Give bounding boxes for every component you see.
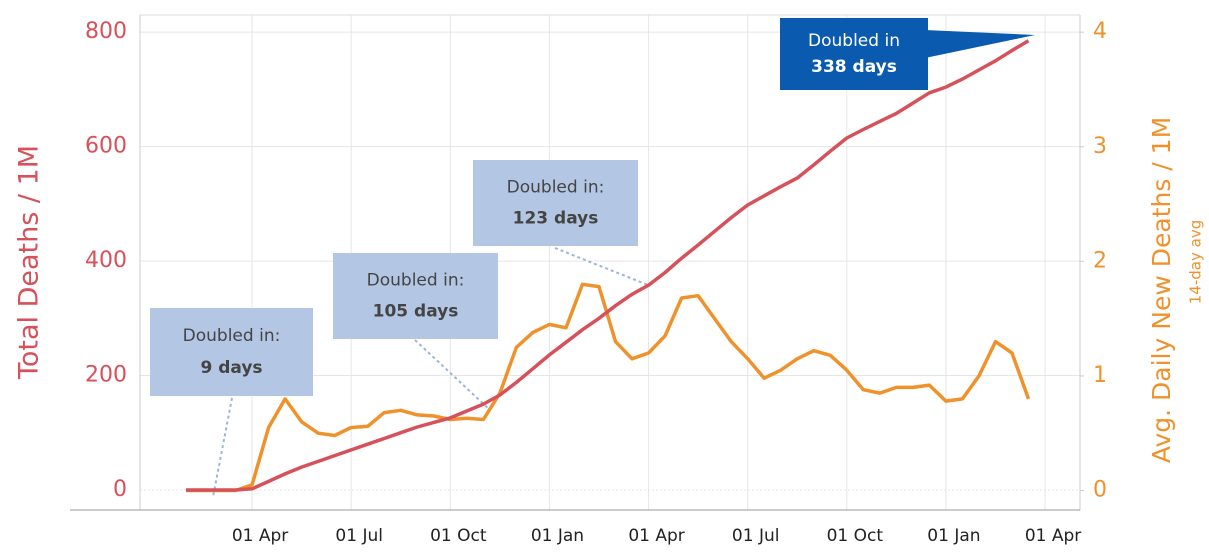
x-tick-label: 01 Apr [1025,526,1081,546]
x-tick-label: 01 Jan [531,526,584,546]
annotation-box [333,253,498,339]
y-tick-label: 800 [85,19,127,44]
y2-tick-label: 0 [1093,478,1107,503]
annotation-text: Doubled in: [183,326,281,346]
y-tick-label: 0 [113,477,127,502]
annotation-bold: 105 days [373,301,459,321]
x-tick-label: 01 Apr [232,526,288,546]
annotation-box [150,308,313,396]
y-tick-label: 600 [85,134,127,159]
x-tick-label: 01 Oct [827,526,884,546]
y2-tick-label: 1 [1093,363,1107,388]
annotation-leader [554,247,649,286]
x-tick-label: 01 Apr [628,526,684,546]
y2-tick-label: 3 [1093,134,1107,159]
y2-tick-label: 2 [1093,248,1107,273]
x-tick-label: 01 Oct [430,526,487,546]
x-tick-label: 01 Jan [927,526,980,546]
y-axis-label: Total Deaths / 1M [14,145,45,380]
annotation-text: Doubled in: [507,178,605,198]
annotation-pointer [925,30,1035,58]
annotation-box [780,18,928,90]
annotation-bold: 9 days [200,358,262,378]
x-tick-label: 01 Jul [335,526,383,546]
annotation-leader [414,339,491,411]
annotation-text: Doubled in [808,31,900,51]
y2-tick-label: 4 [1093,19,1107,44]
y-tick-label: 400 [85,248,127,273]
annotation-text: Doubled in: [367,271,465,291]
y2-axis-sublabel: 14-day avg [1187,220,1205,304]
data-line [186,39,1030,492]
annotation-bold: 123 days [513,208,599,228]
annotation-leader [212,397,233,498]
x-tick-label: 01 Jul [732,526,780,546]
y-tick-label: 200 [85,363,127,388]
annotation-box [473,160,638,246]
y2-axis-label: Avg. Daily New Deaths / 1M [1147,117,1176,463]
annotation-bold: 338 days [811,57,897,77]
